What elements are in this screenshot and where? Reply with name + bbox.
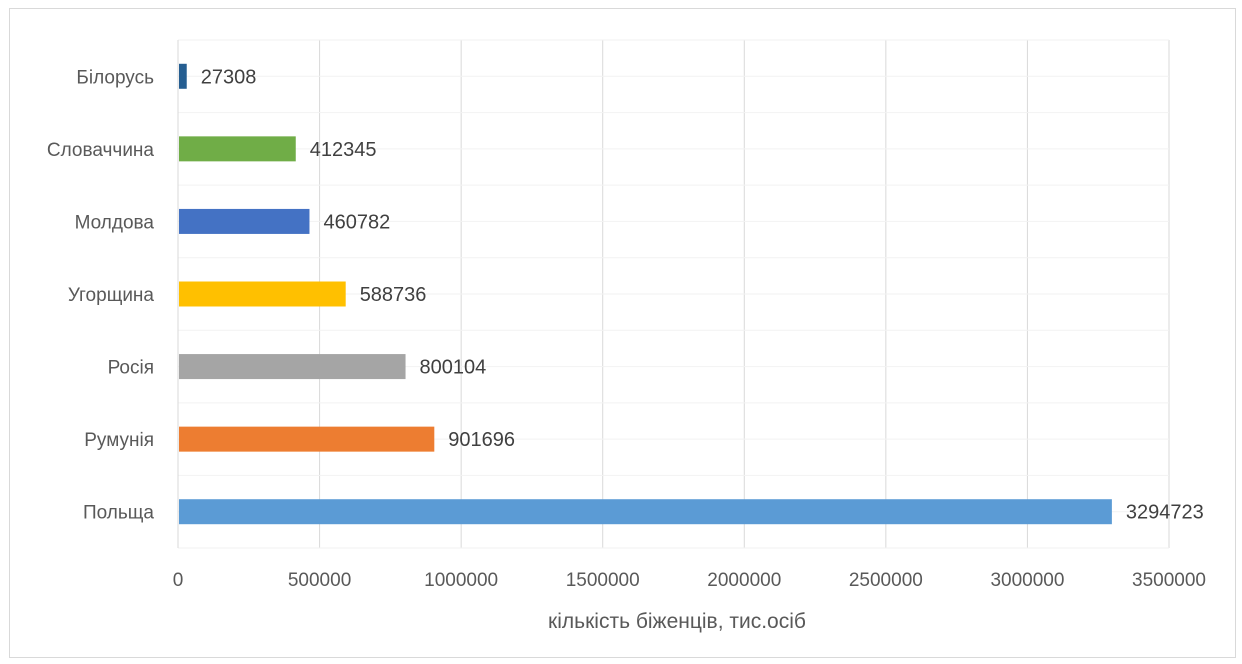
bar-0 xyxy=(179,499,1112,525)
category-label-6: Білорусь xyxy=(76,67,154,88)
bar-5 xyxy=(179,136,296,162)
bar-6 xyxy=(179,63,187,89)
bars xyxy=(179,63,1112,525)
category-label-3: Угорщина xyxy=(68,285,155,306)
data-label-5: 412345 xyxy=(310,139,377,161)
x-tick-labels: 0 500000 1000000 1500000 2000000 2500000 30000… xyxy=(173,570,1206,591)
data-labels: 3294723 901696 800104 588736 460782 412345 273… xyxy=(201,66,1204,523)
category-labels: Польща Румунія Росія Угорщина Молдова Словачч… xyxy=(47,67,155,523)
x-tick-label-5: 2500000 xyxy=(849,570,923,591)
x-tick-label-0: 0 xyxy=(173,570,184,591)
data-label-3: 588736 xyxy=(360,284,427,306)
bar-3 xyxy=(179,281,346,307)
data-label-0: 3294723 xyxy=(1126,502,1204,524)
x-tick-label-2: 1000000 xyxy=(424,570,498,591)
gridlines xyxy=(177,39,1170,549)
category-label-4: Молдова xyxy=(75,212,155,233)
data-label-6: 27308 xyxy=(201,66,257,88)
category-label-0: Польща xyxy=(83,503,154,524)
bar-4 xyxy=(179,208,310,234)
data-label-2: 800104 xyxy=(420,357,487,379)
data-label-1: 901696 xyxy=(448,429,515,451)
category-label-2: Росія xyxy=(108,358,154,379)
x-tick-label-3: 1500000 xyxy=(566,570,640,591)
x-axis-title: кількість біженців, тис.осіб xyxy=(548,610,806,633)
chart-frame xyxy=(9,8,1236,658)
data-label-4: 460782 xyxy=(323,211,390,233)
x-tick-label-7: 3500000 xyxy=(1132,570,1206,591)
x-tick-label-4: 2000000 xyxy=(707,570,781,591)
x-tick-label-6: 3000000 xyxy=(990,570,1064,591)
x-tick-label-1: 500000 xyxy=(288,570,351,591)
category-label-5: Словаччина xyxy=(47,140,155,161)
bar-1 xyxy=(179,426,435,452)
bar-2 xyxy=(179,354,406,380)
category-label-1: Румунія xyxy=(84,430,154,451)
